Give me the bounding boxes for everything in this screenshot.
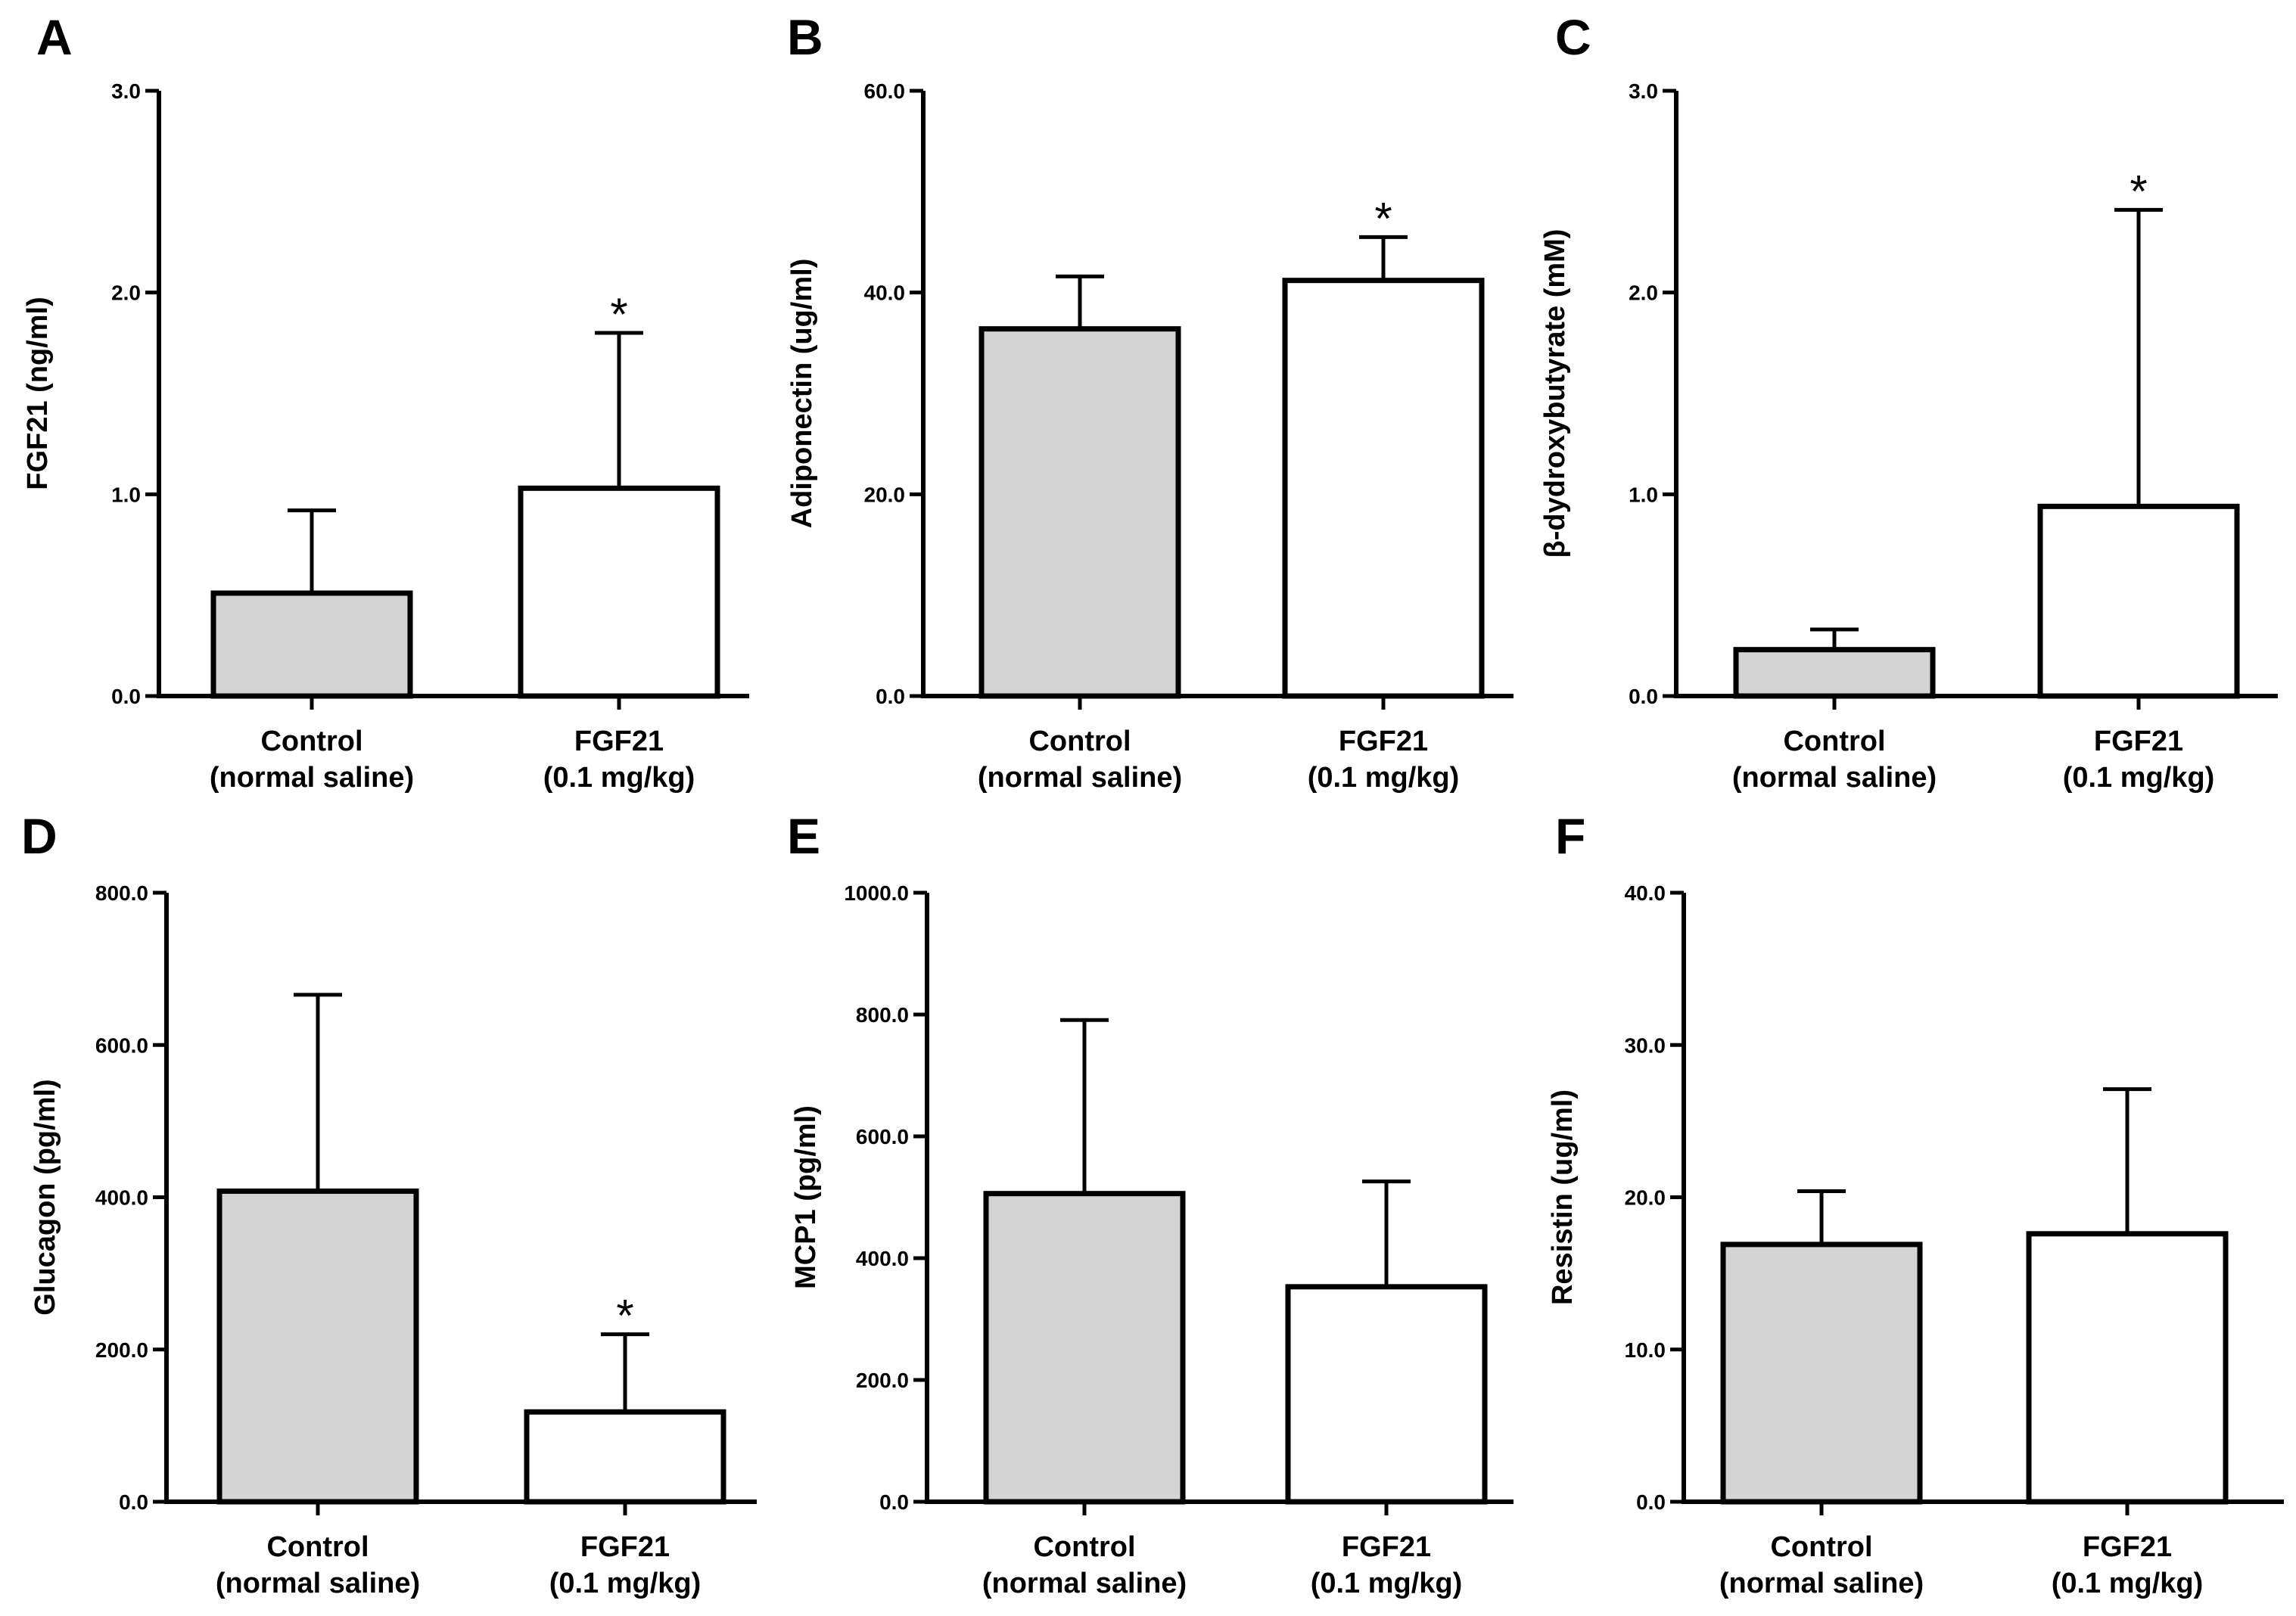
y-tick-label: 3.0 [111,79,141,103]
bar [524,1409,726,1505]
panel-f: F Control (normal saline) FGF21 (0.1 mg/kg) 0… [1547,808,2284,1599]
y-tick-label: 200.0 [95,1338,148,1362]
y-tick-label: 0.0 [119,1490,148,1514]
panel-c: C Control (normal saline) * FGF21 (0.1 mg/kg)… [1539,9,2278,794]
significance-marker: * [616,1291,633,1341]
category-label: FGF21 [1342,1531,1431,1563]
bar [210,590,413,699]
bar [1282,278,1485,699]
panel-b: B Control (normal saline) * FGF21 (0.1 mg/kg)… [786,9,1514,794]
panel-letter: D [21,808,58,864]
significance-marker: * [1374,193,1392,244]
category-label: (0.1 mg/kg) [2063,762,2215,794]
y-axis-label: Resistin (ug/ml) [1547,1089,1579,1305]
category-label: Control [1783,726,1885,757]
y-tick-label: 800.0 [856,1003,909,1027]
panel-letter: B [787,9,823,65]
y-tick-label: 1.0 [1629,483,1658,506]
y-tick-label: 800.0 [95,881,148,905]
panel-e: E Control (normal saline) FGF21 (0.1 mg/kg) 0… [787,808,1514,1599]
bar [1285,1284,1488,1505]
category-label: (normal saline) [982,1568,1187,1599]
y-tick-label: 2.0 [111,281,141,305]
y-tick-label: 20.0 [864,483,906,506]
category-label: (normal saline) [216,1568,420,1599]
bar [1720,1242,1923,1505]
panel-a: A Control (normal saline) * FGF21 (0.1 mg/kg)… [22,9,749,794]
bar [518,485,720,699]
y-tick-label: 0.0 [879,1490,909,1514]
bar [2037,503,2240,699]
category-label: (0.1 mg/kg) [2052,1568,2204,1599]
panel-letter: A [36,9,73,65]
significance-marker: * [2130,166,2147,216]
y-tick-label: 400.0 [856,1247,909,1270]
panel-d: D Control (normal saline) * FGF21 (0.1 mg/kg)… [21,808,757,1599]
y-tick-label: 10.0 [1625,1338,1666,1362]
category-label: (normal saline) [1732,762,1937,794]
y-tick-label: 200.0 [856,1369,909,1392]
bar [216,1188,419,1505]
bar [2026,1231,2229,1505]
panel-letter: E [787,808,820,864]
y-tick-label: 0.0 [111,685,141,708]
category-label: Control [1028,726,1131,757]
y-tick-label: 60.0 [864,79,906,103]
category-label: FGF21 [2094,726,2183,757]
y-tick-label: 0.0 [1629,685,1658,708]
y-tick-label: 40.0 [1625,881,1666,905]
category-label: FGF21 [574,726,664,757]
y-tick-label: 600.0 [856,1125,909,1148]
y-tick-label: 600.0 [95,1033,148,1057]
category-label: (normal saline) [210,762,414,794]
category-label: (0.1 mg/kg) [1308,762,1460,794]
category-label: (normal saline) [978,762,1182,794]
y-axis-label: Adiponectin (ug/ml) [786,259,818,529]
y-axis-label: FGF21 (ng/ml) [22,297,54,489]
category-label: Control [260,726,362,757]
category-label: (0.1 mg/kg) [543,762,695,794]
category-label: (0.1 mg/kg) [549,1568,702,1599]
y-tick-label: 30.0 [1625,1033,1666,1057]
category-label: Control [1770,1531,1872,1563]
significance-marker: * [610,289,627,340]
bar [983,1191,1186,1505]
category-label: FGF21 [2083,1531,2172,1563]
y-axis-label: β-dydroxybutyrate (mM) [1539,229,1571,558]
category-label: (0.1 mg/kg) [1311,1568,1463,1599]
category-label: FGF21 [1339,726,1428,757]
y-axis-label: MCP1 (pg/ml) [790,1105,822,1289]
category-label: Control [1033,1531,1135,1563]
category-label: (normal saline) [1719,1568,1924,1599]
y-tick-label: 2.0 [1629,281,1658,305]
y-tick-label: 1000.0 [844,881,909,905]
y-axis-label: Glucagon (pg/ml) [30,1079,61,1315]
y-tick-label: 20.0 [1625,1186,1666,1210]
y-tick-label: 0.0 [876,685,905,708]
y-tick-label: 3.0 [1629,79,1658,103]
panel-letter: F [1555,808,1585,864]
panel-letter: C [1555,9,1591,65]
y-tick-label: 40.0 [864,281,906,305]
bar [978,326,1181,699]
y-tick-label: 0.0 [1636,1490,1666,1514]
bar [1733,647,1936,699]
y-tick-label: 400.0 [95,1186,148,1210]
category-label: Control [266,1531,369,1563]
y-tick-label: 1.0 [111,483,141,506]
category-label: FGF21 [580,1531,670,1563]
